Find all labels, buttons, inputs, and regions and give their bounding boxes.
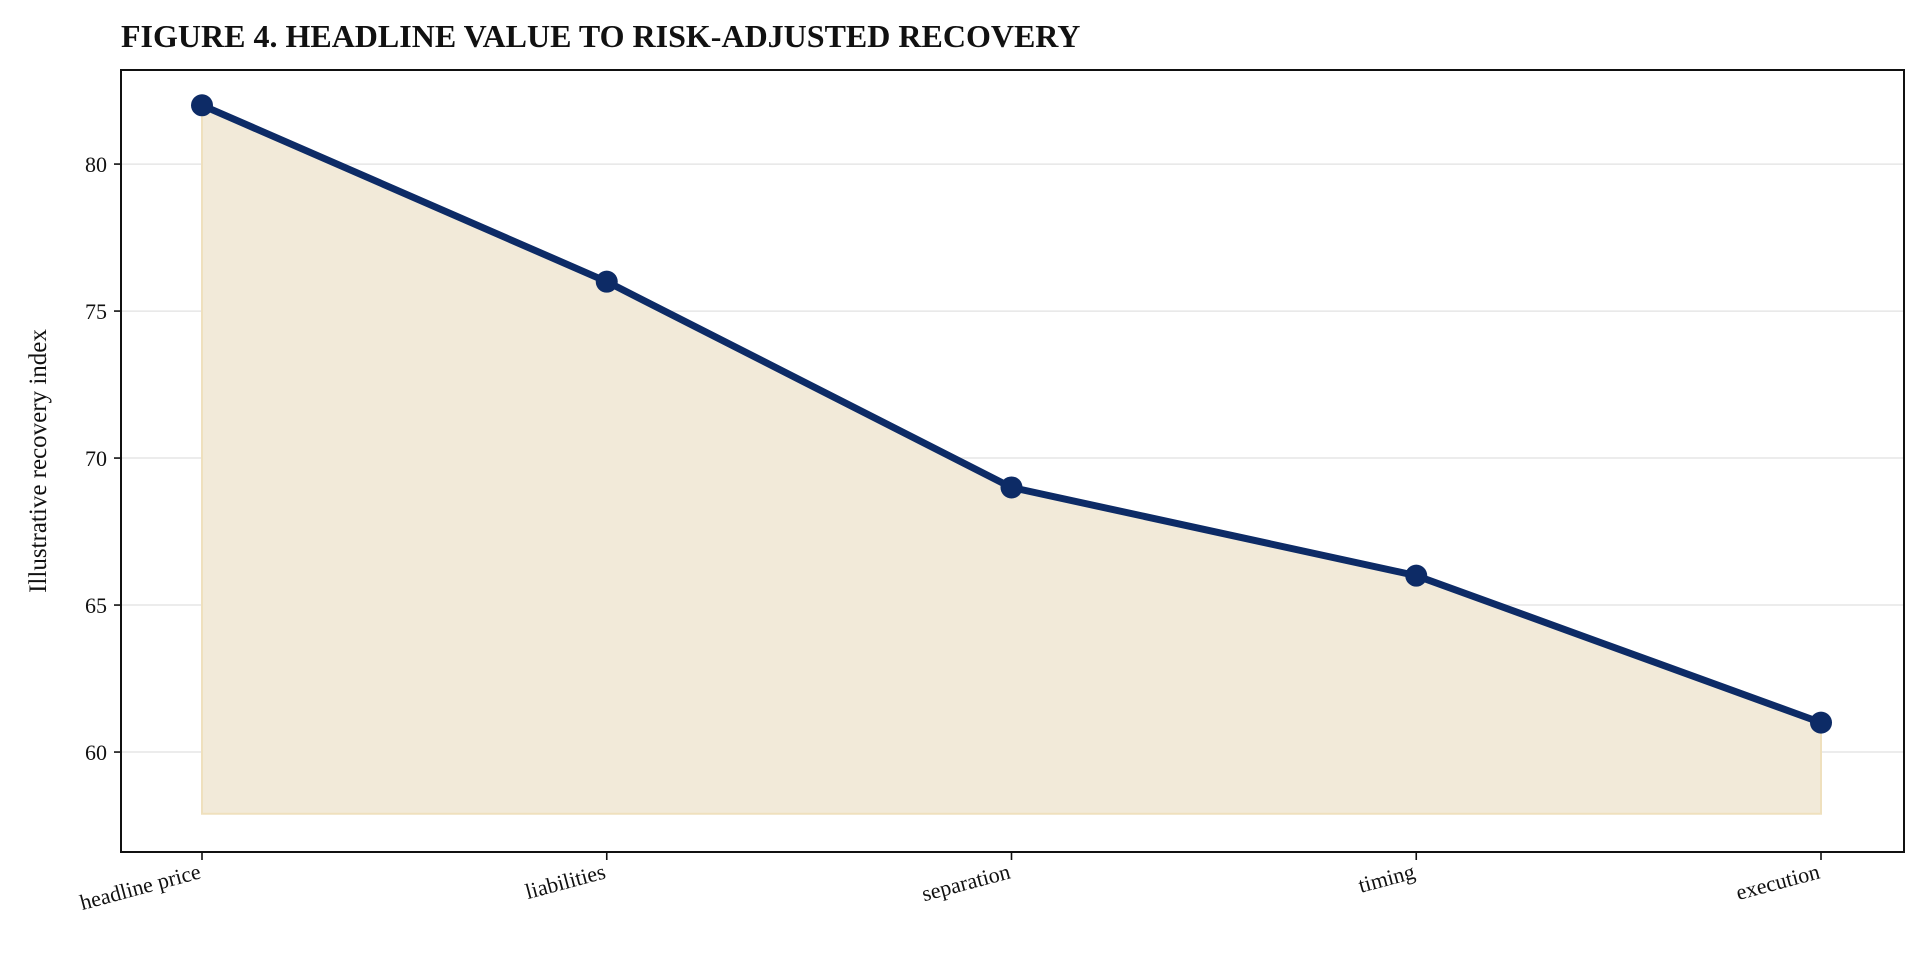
data-point [191, 94, 213, 117]
x-tick-label: timing [1356, 859, 1418, 898]
x-tick-label: liabilities [522, 859, 608, 904]
data-point [595, 270, 618, 293]
y-axis: 60 65 70 75 80 [85, 152, 121, 765]
y-tick-label: 75 [85, 299, 107, 324]
x-tick-label: headline price [77, 859, 203, 915]
data-point [1405, 564, 1428, 587]
chart-title: FIGURE 4. HEADLINE VALUE TO RISK-ADJUSTE… [121, 18, 1080, 54]
plot-frame [120, 69, 1905, 853]
data-point [1810, 711, 1832, 734]
y-tick-label: 60 [85, 740, 107, 765]
x-tick-label: execution [1733, 859, 1822, 905]
y-axis-label: Illustrative recovery index [25, 329, 52, 593]
data-point [1000, 476, 1023, 499]
x-axis: headline price liabilities separation timin… [77, 852, 1822, 915]
x-tick-label: separation [919, 859, 1013, 907]
y-tick-label: 80 [85, 152, 107, 177]
y-tick-label: 65 [85, 593, 107, 618]
y-tick-label: 70 [85, 446, 107, 471]
data-points [191, 94, 1832, 734]
